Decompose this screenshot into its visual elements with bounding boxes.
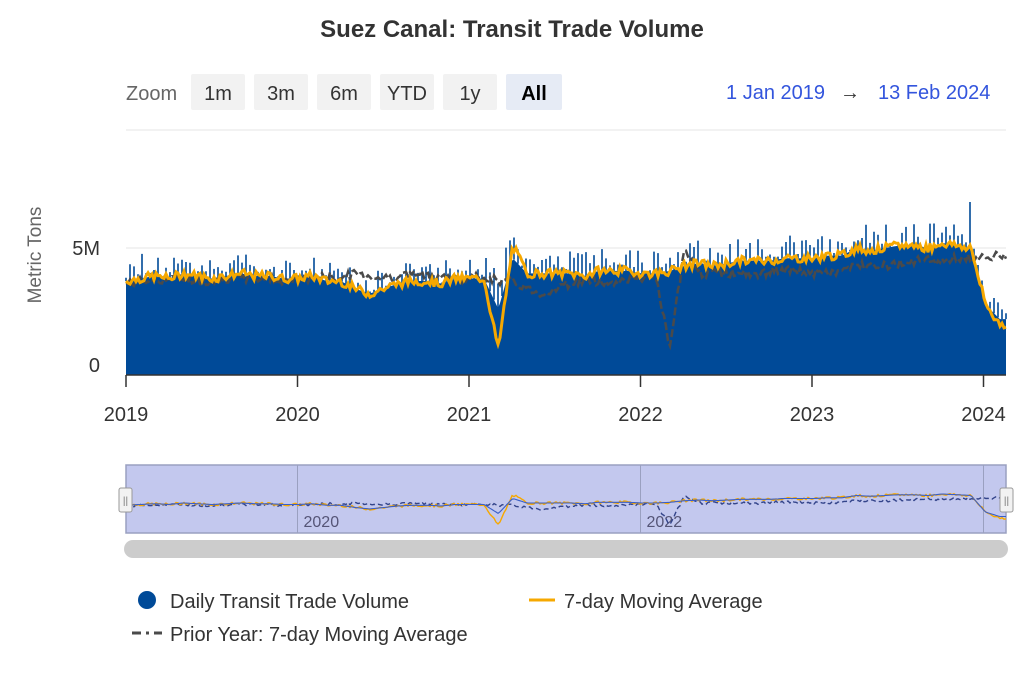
navigator-handle-right[interactable]: ||	[999, 487, 1014, 513]
x-tick-label-2023: 2023	[790, 404, 835, 426]
navigator-scrollbar[interactable]	[124, 540, 1008, 558]
prior-year-ma-line	[125, 249, 1008, 351]
zoom-button-3m-label: 3m	[267, 83, 295, 105]
legend-daily-marker-icon	[138, 591, 156, 609]
legend-prior-label: Prior Year: 7-day Moving Average	[170, 624, 468, 646]
navigator-handle-left[interactable]: ||	[118, 487, 133, 513]
range-from[interactable]: 1 Jan 2019	[726, 82, 825, 104]
range-arrow: →	[840, 82, 860, 104]
legend-item-daily[interactable]: Daily Transit Trade Volume	[138, 591, 409, 613]
navigator-handle-right-glyph: ||	[1004, 496, 1009, 507]
navigator-daily-line	[125, 493, 1006, 518]
navigator-selection[interactable]	[125, 464, 1007, 534]
ma7-line	[124, 238, 1007, 350]
y-tick-label-0: 0	[89, 355, 100, 377]
zoom-label: Zoom	[126, 83, 177, 105]
x-tick-label-2019: 2019	[104, 404, 149, 426]
y-axis-label: Metric Tons	[25, 207, 46, 304]
y-tick-label-5m: 5M	[72, 238, 100, 260]
x-axis: 2019 2020 2021 2022 2023 2024	[104, 374, 1006, 426]
legend-item-prior[interactable]: Prior Year: 7-day Moving Average	[132, 624, 468, 646]
zoom-button-1y-label: 1y	[459, 83, 480, 105]
zoom-button-ytd[interactable]: YTD	[380, 74, 434, 110]
zoom-button-all[interactable]: All	[506, 74, 562, 110]
x-tick-label-2021: 2021	[447, 404, 492, 426]
navigator-label-2020: 2020	[304, 514, 340, 531]
range-to[interactable]: 13 Feb 2024	[878, 82, 990, 104]
zoom-button-6m[interactable]: 6m	[317, 74, 371, 110]
zoom-button-all-label: All	[521, 83, 547, 105]
x-tick-label-2022: 2022	[618, 404, 663, 426]
zoom-button-1m[interactable]: 1m	[191, 74, 245, 110]
legend-daily-label: Daily Transit Trade Volume	[170, 591, 409, 613]
zoom-button-3m[interactable]: 3m	[254, 74, 308, 110]
zoom-button-ytd-label: YTD	[387, 83, 427, 105]
legend-ma7-label: 7-day Moving Average	[564, 591, 763, 613]
main-plot[interactable]	[124, 202, 1008, 375]
navigator[interactable]: 2020 2022 || ||	[118, 464, 1014, 534]
chart-title: Suez Canal: Transit Trade Volume	[320, 16, 704, 43]
x-tick-label-2024: 2024	[961, 404, 1006, 426]
zoom-button-6m-label: 6m	[330, 83, 358, 105]
navigator-label-2022: 2022	[647, 514, 683, 531]
daily-volume-area	[126, 243, 1006, 375]
legend-item-ma7[interactable]: 7-day Moving Average	[529, 591, 763, 613]
y-axis: 0 5M	[72, 238, 100, 377]
zoom-button-1m-label: 1m	[204, 83, 232, 105]
x-tick-label-2020: 2020	[275, 404, 320, 426]
zoom-button-1y[interactable]: 1y	[443, 74, 497, 110]
navigator-handle-left-glyph: ||	[123, 496, 128, 507]
